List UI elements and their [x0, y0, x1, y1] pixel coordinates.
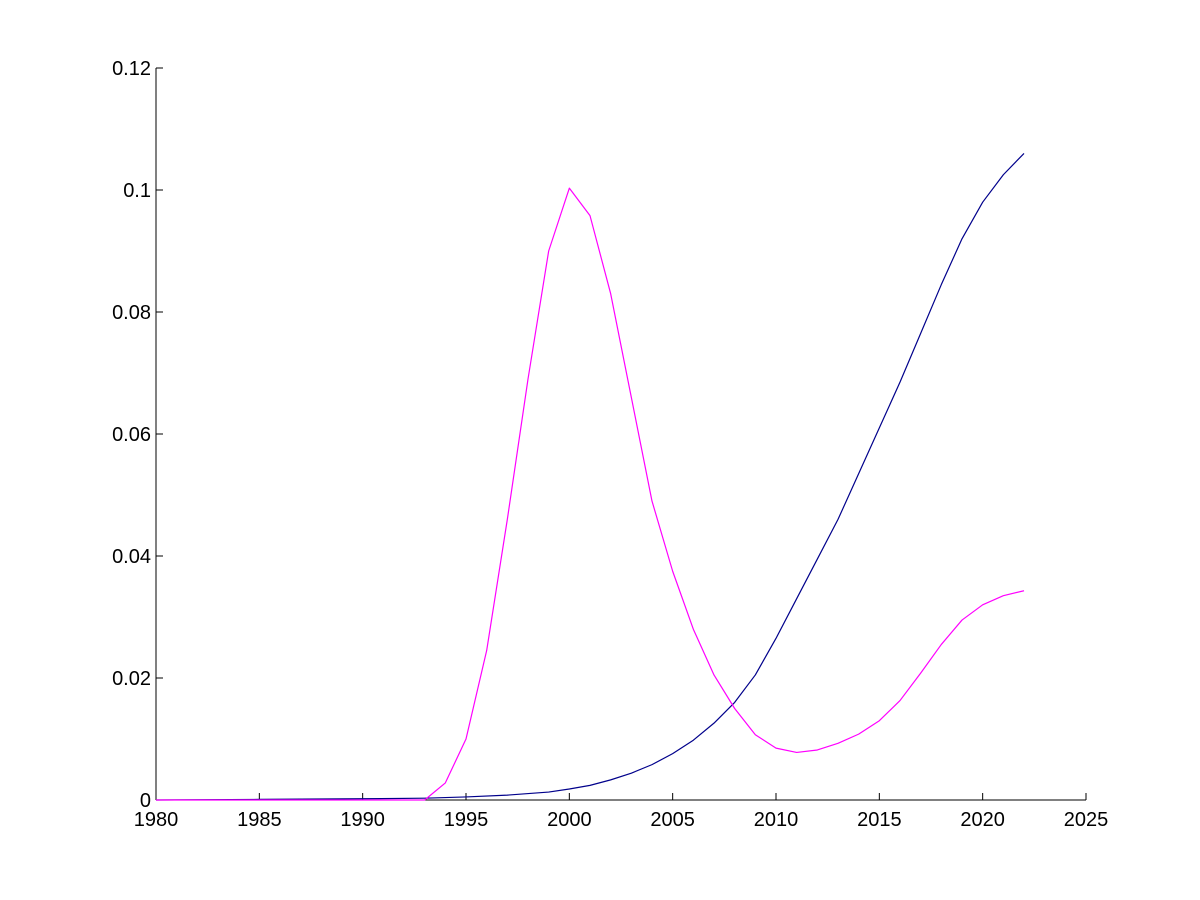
y-tick-label: 0.1: [123, 180, 151, 202]
series-layer: [155, 152, 1025, 801]
y-tick-label: 0.12: [112, 58, 151, 80]
x-tick-label: 2025: [1064, 809, 1109, 831]
y-tick-label: 0.02: [112, 668, 151, 690]
x-tick-label: 1990: [340, 809, 385, 831]
series-line-1: [155, 152, 1025, 801]
y-tick-label: 0.04: [112, 546, 151, 568]
x-tick-label: 2005: [650, 809, 695, 831]
x-tick-label: 2000: [547, 809, 592, 831]
x-tick-label: 2015: [857, 809, 902, 831]
series-line-2: [156, 187, 1025, 801]
x-tick-label: 1995: [444, 809, 489, 831]
x-tick-label: 2010: [754, 809, 799, 831]
y-tick-label: 0.08: [112, 302, 151, 324]
x-tick-label: 1980: [134, 809, 179, 831]
y-tick-label: 0.06: [112, 424, 151, 446]
x-tick-label: 1985: [237, 809, 282, 831]
y-tick-label: 0: [140, 790, 151, 812]
axes: 1980 1985 1990 1995 2000 2005 2010 2015 2020 2025…: [112, 58, 1108, 831]
x-tick-label: 2020: [960, 809, 1005, 831]
